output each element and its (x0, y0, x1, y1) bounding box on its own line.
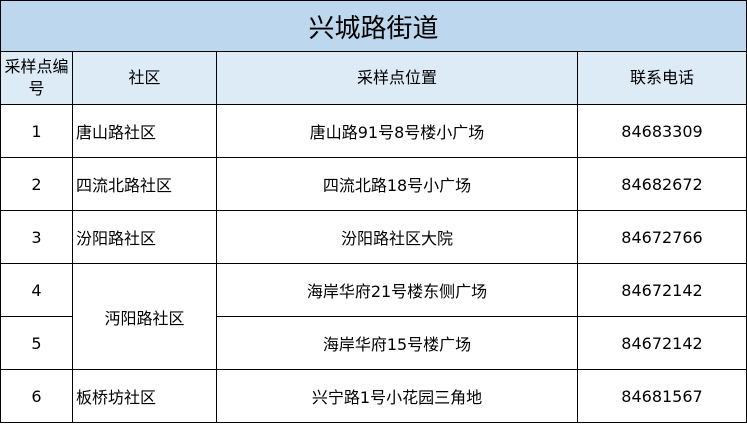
cell-community: 唐山路社区 (72, 104, 217, 158)
header-row: 采样点编号 社区 采样点位置 联系电话 (0, 51, 747, 105)
cell-phone: 84683309 (576, 104, 747, 158)
cell-no: 1 (0, 104, 73, 158)
cell-community: 沔阳路社区 (72, 263, 217, 370)
cell-no: 4 (0, 263, 73, 317)
cell-phone: 84682672 (576, 157, 747, 211)
table-row: 4 沔阳路社区 海岸华府21号楼东侧广场 84672142 (0, 263, 747, 370)
cell-location: 四流北路18号小广场 (216, 157, 578, 211)
table-row: 1 唐山路社区 唐山路91号8号楼小广场 84683309 (0, 104, 747, 158)
header-location: 采样点位置 (216, 51, 578, 105)
cell-location: 汾阳路社区大院 (216, 210, 578, 264)
table-title: 兴城路街道 (0, 0, 747, 52)
header-no: 采样点编号 (0, 51, 73, 105)
cell-community: 四流北路社区 (72, 157, 217, 211)
cell-location: 唐山路91号8号楼小广场 (216, 104, 578, 158)
cell-location: 兴宁路1号小花园三角地 (216, 369, 578, 423)
cell-phone: 84672766 (576, 210, 747, 264)
table-row: 6 板桥坊社区 兴宁路1号小花园三角地 84681567 (0, 369, 747, 423)
cell-community: 板桥坊社区 (72, 369, 217, 423)
table-row: 2 四流北路社区 四流北路18号小广场 84682672 (0, 157, 747, 211)
table-row: 3 汾阳路社区 汾阳路社区大院 84672766 (0, 210, 747, 264)
header-phone: 联系电话 (576, 51, 747, 105)
cell-phone: 84672142 (576, 316, 747, 370)
cell-phone: 84672142 (576, 263, 747, 317)
cell-no: 6 (0, 369, 73, 423)
cell-no: 2 (0, 157, 73, 211)
header-community: 社区 (72, 51, 217, 105)
cell-location: 海岸华府21号楼东侧广场 (216, 263, 578, 317)
cell-phone: 84681567 (576, 369, 747, 423)
table-row: 5 海岸华府15号楼广场 84672142 (0, 316, 747, 370)
cell-no: 5 (0, 316, 73, 370)
cell-community: 汾阳路社区 (72, 210, 217, 264)
cell-location: 海岸华府15号楼广场 (216, 316, 578, 370)
cell-no: 3 (0, 210, 73, 264)
